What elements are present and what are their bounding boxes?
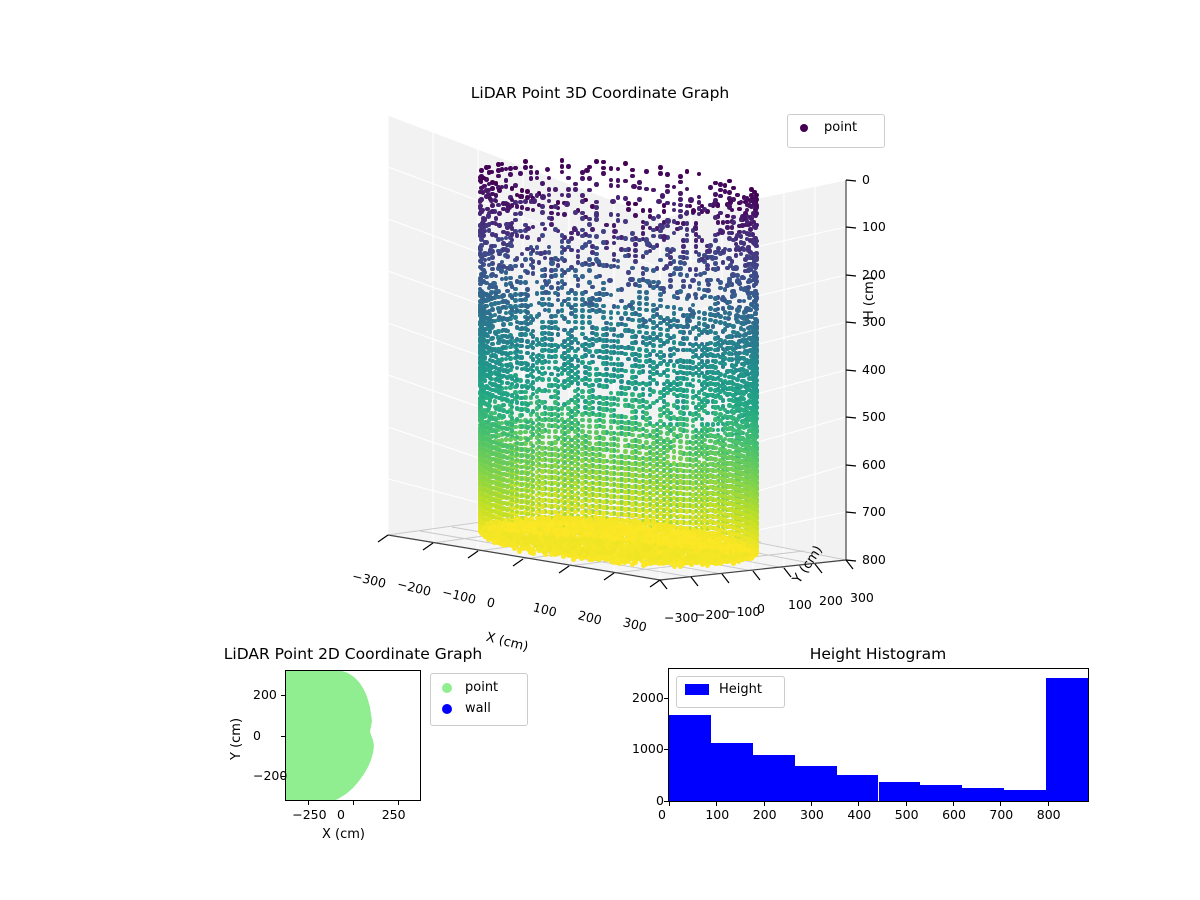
hist-xtick-1: 100 [705, 807, 729, 822]
ztick-4: 400 [862, 362, 886, 377]
histogram-bar [1004, 790, 1046, 801]
hist-ytickmark-1 [664, 749, 668, 750]
histogram-bar [711, 743, 753, 801]
hist-ytickmark-2 [664, 698, 668, 699]
histogram-bar [879, 782, 921, 801]
hist-xtickmark-8 [1048, 802, 1049, 806]
hist-xtick-0: 0 [658, 807, 666, 822]
histogram-title: Height Histogram [728, 645, 1028, 663]
ztick-1: 100 [862, 219, 886, 234]
hist-xtick-5: 500 [895, 807, 919, 822]
hist-xtickmark-6 [953, 802, 954, 806]
hist-xtick-6: 600 [942, 807, 966, 822]
legend-label-point: point [824, 120, 857, 135]
point-cloud-footprint [286, 671, 421, 801]
histogram-bar [1046, 678, 1088, 801]
histogram-bar [962, 788, 1004, 801]
ytick-1: −200 [695, 607, 729, 622]
legend-patch-height [685, 684, 709, 695]
scatter-points-3d [170, 110, 930, 650]
legend-label-point: point [465, 680, 498, 695]
hist-xtick-8: 800 [1037, 807, 1061, 822]
ytick-0: −300 [664, 610, 698, 625]
legend-marker-wall [442, 704, 452, 714]
histogram-bar [837, 775, 879, 801]
legend-item-point[interactable]: point [437, 677, 521, 698]
ytick-2: −100 [726, 604, 760, 619]
plot3d-legend[interactable]: point [787, 114, 885, 148]
legend-item-height[interactable]: Height [682, 679, 779, 700]
hist-ytick-0: 0 [656, 793, 664, 808]
histogram-bar [920, 785, 962, 801]
hist-xtickmark-2 [764, 802, 765, 806]
plot2d-ylabel: Y (cm) [229, 718, 244, 760]
ytick-6: 300 [850, 590, 874, 605]
plot2d-xtick-2: 250 [382, 807, 406, 822]
plot2d-xlabel: X (cm) [322, 827, 365, 842]
hist-xtickmark-7 [1000, 802, 1001, 806]
histogram-bar [669, 715, 711, 801]
hist-xtick-7: 700 [989, 807, 1013, 822]
histogram-bar [795, 766, 837, 801]
plot2d-ytickmark-2 [281, 776, 285, 777]
ztick-7: 700 [862, 504, 886, 519]
hist-ytick-2: 2000 [632, 690, 664, 705]
histogram-legend[interactable]: Height [676, 676, 785, 708]
plot2d-ytick-0: 200 [253, 687, 277, 702]
axes-3d[interactable] [170, 110, 930, 650]
legend-marker-point [800, 124, 808, 132]
plot2d-title: LiDAR Point 2D Coordinate Graph [203, 645, 503, 663]
ztick-0: 0 [862, 172, 870, 187]
plot2d-xtickmark-1 [353, 801, 354, 805]
legend-label-wall: wall [465, 701, 491, 716]
legend-item-point[interactable]: point [794, 117, 878, 138]
matplotlib-figure: LiDAR Point 3D Coordinate Graph [0, 0, 1200, 900]
hist-xtick-2: 200 [753, 807, 777, 822]
plot2d-xtickmark-2 [398, 801, 399, 805]
hist-ytickmark-0 [664, 801, 668, 802]
legend-item-wall[interactable]: wall [437, 698, 521, 719]
hist-ytick-1: 1000 [632, 741, 664, 756]
legend-marker-point [442, 683, 452, 693]
plot2d-ytickmark-1 [281, 736, 285, 737]
ztick-8: 800 [862, 552, 886, 567]
plot2d-xtickmark-0 [308, 801, 309, 805]
plot2d-xtick-0: −250 [292, 807, 326, 822]
plot3d-title: LiDAR Point 3D Coordinate Graph [380, 84, 820, 102]
hist-xtickmark-5 [906, 802, 907, 806]
hist-xtick-3: 300 [800, 807, 824, 822]
ztick-5: 500 [862, 409, 886, 424]
hist-xtickmark-3 [811, 802, 812, 806]
ytick-4: 100 [788, 597, 812, 612]
hist-xtickmark-4 [858, 802, 859, 806]
plot2d-legend[interactable]: point wall [430, 673, 528, 726]
plot2d-ytickmark-0 [281, 695, 285, 696]
footprint-path [286, 671, 374, 801]
hist-xtickmark-1 [716, 802, 717, 806]
legend-label-height: Height [719, 682, 762, 697]
ytick-3: 0 [757, 601, 765, 616]
plot3d-zlabel: H (cm) [862, 276, 877, 320]
axes-2d[interactable] [285, 670, 421, 801]
histogram-bar [753, 755, 795, 801]
plot2d-ytick-1: 0 [253, 728, 261, 743]
ztick-6: 600 [862, 457, 886, 472]
ytick-5: 200 [819, 593, 843, 608]
hist-xtick-4: 400 [847, 807, 871, 822]
plot2d-xtick-1: 0 [337, 807, 345, 822]
hist-xtickmark-0 [669, 802, 670, 806]
